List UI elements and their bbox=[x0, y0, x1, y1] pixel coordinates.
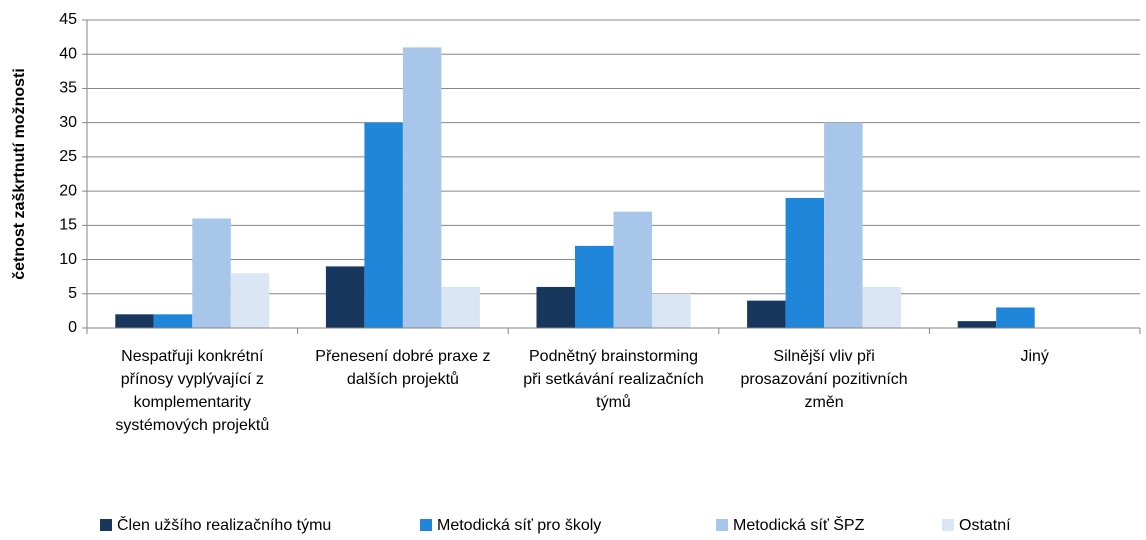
bar bbox=[115, 314, 154, 328]
bar bbox=[230, 273, 270, 328]
legend-label: Člen užšího realizačního týmu bbox=[117, 515, 331, 534]
bar bbox=[192, 218, 231, 328]
bar bbox=[996, 307, 1035, 328]
legend-label: Ostatní bbox=[959, 517, 1011, 534]
bar bbox=[364, 122, 403, 329]
legend-swatch bbox=[420, 519, 432, 531]
x-tick-label: Jiný bbox=[1020, 348, 1049, 365]
legend-label: Metodická síť pro školy bbox=[437, 517, 601, 534]
bar bbox=[785, 197, 825, 328]
y-tick-label: 0 bbox=[68, 319, 77, 336]
legend-swatch bbox=[716, 519, 728, 531]
x-tick-label: Nespatřuji konkrétní přínosy vyplývající… bbox=[115, 348, 270, 434]
y-tick-label: 45 bbox=[59, 11, 77, 28]
bar bbox=[613, 211, 652, 328]
bar bbox=[441, 286, 480, 328]
legend-swatch bbox=[942, 519, 954, 531]
bar bbox=[325, 266, 365, 328]
y-axis-label: četnost zaškrtnutí možnosti bbox=[11, 68, 28, 280]
bar bbox=[652, 293, 691, 328]
bar bbox=[402, 47, 442, 328]
bar bbox=[575, 245, 614, 328]
y-tick-label: 15 bbox=[59, 217, 77, 234]
y-tick-label: 5 bbox=[68, 285, 77, 302]
bar bbox=[862, 286, 902, 328]
y-tick-label: 35 bbox=[59, 80, 77, 97]
bar bbox=[824, 122, 863, 329]
legend-label: Metodická síť ŠPZ bbox=[733, 515, 865, 534]
x-tick-label: Podnětný brainstorming při setkávání rea… bbox=[523, 348, 704, 411]
bar bbox=[747, 300, 786, 328]
y-tick-label: 10 bbox=[59, 251, 77, 268]
y-tick-label: 30 bbox=[59, 114, 77, 131]
x-tick-label: Silnější vliv při prosazování pozitivníc… bbox=[740, 348, 908, 411]
y-tick-label: 25 bbox=[59, 148, 77, 165]
bar bbox=[957, 321, 997, 328]
bar bbox=[536, 286, 575, 328]
y-tick-label: 20 bbox=[59, 182, 77, 199]
y-tick-label: 40 bbox=[59, 45, 77, 62]
legend-swatch bbox=[100, 519, 112, 531]
x-tick-label: Přenesení dobré praxe z dalších projektů bbox=[315, 348, 491, 388]
bar bbox=[153, 314, 193, 328]
